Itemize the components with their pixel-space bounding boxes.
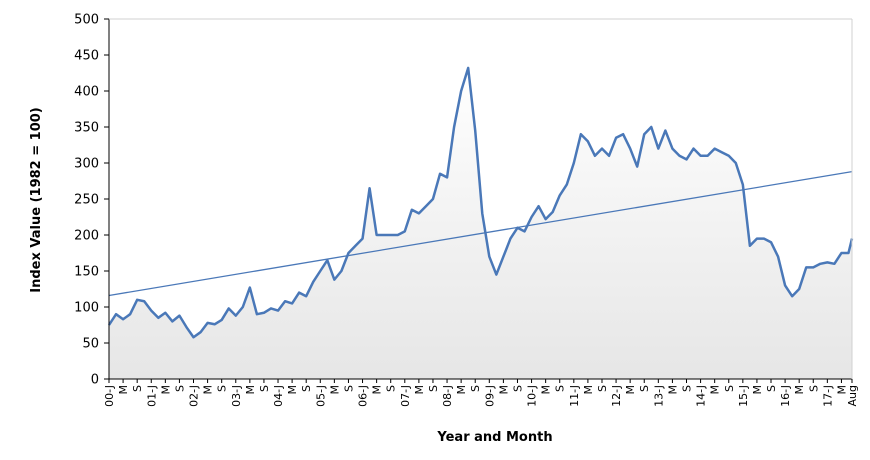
x-tick-label: Aug <box>846 385 859 406</box>
x-tick-label: 03-J <box>230 385 243 407</box>
y-tick-label: 200 <box>74 229 99 244</box>
x-tick-label: 09-J <box>483 385 496 407</box>
x-axis-title: Year and Month <box>436 430 552 445</box>
x-tick-label: S <box>680 385 693 392</box>
x-tick-label: 04-J <box>272 385 285 407</box>
x-tick-label: 08-J <box>441 385 454 407</box>
x-tick-label: S <box>511 385 524 392</box>
x-tick-label: S <box>342 385 355 392</box>
x-tick-label: S <box>300 385 313 392</box>
x-tick-label: 12-J <box>610 385 623 407</box>
y-tick-label: 350 <box>74 121 99 136</box>
x-tick-label: M <box>751 385 764 395</box>
y-tick-label: 250 <box>74 193 99 208</box>
x-tick-label: S <box>216 385 229 392</box>
area-fill <box>109 67 852 380</box>
x-tick-label: 17-J <box>821 385 834 407</box>
y-axis-ticks: 0 50 100 150 200 250 300 350 400 450 500 <box>74 13 109 388</box>
x-tick-label: S <box>469 385 482 392</box>
x-tick-label: M <box>709 385 722 395</box>
x-tick-label: M <box>117 385 130 395</box>
y-tick-label: 400 <box>74 85 99 100</box>
x-tick-label: M <box>666 385 679 395</box>
x-tick-label: M <box>793 385 806 395</box>
y-tick-label: 100 <box>74 301 99 316</box>
x-tick-label: 07-J <box>399 385 412 407</box>
x-tick-label: M <box>244 385 257 395</box>
x-tick-label: S <box>638 385 651 392</box>
x-tick-label: 05-J <box>314 385 327 407</box>
x-tick-label: 14-J <box>695 385 708 407</box>
x-tick-label: S <box>427 385 440 392</box>
y-tick-label: 500 <box>74 13 99 28</box>
y-tick-label: 150 <box>74 265 99 280</box>
x-tick-label: 10-J <box>526 385 539 407</box>
x-tick-label: 01-J <box>145 385 158 407</box>
x-tick-label: M <box>540 385 553 395</box>
x-tick-label: M <box>624 385 637 395</box>
x-tick-label: S <box>807 385 820 392</box>
x-tick-label: S <box>385 385 398 392</box>
x-tick-label: 02-J <box>188 385 201 407</box>
x-tick-label: S <box>554 385 567 392</box>
x-tick-label: M <box>159 385 172 395</box>
x-tick-label: 13-J <box>652 385 665 407</box>
x-tick-label: M <box>413 385 426 395</box>
x-tick-label: 15-J <box>737 385 750 407</box>
x-tick-label: M <box>328 385 341 395</box>
x-tick-label: M <box>835 385 848 395</box>
x-tick-label: S <box>131 385 144 392</box>
y-tick-label: 50 <box>82 337 99 352</box>
x-tick-label: M <box>455 385 468 395</box>
y-tick-label: 300 <box>74 157 99 172</box>
x-tick-label: 06-J <box>357 385 370 407</box>
y-tick-label: 0 <box>91 373 99 388</box>
x-tick-label: S <box>596 385 609 392</box>
x-tick-label: 00-J <box>103 385 116 407</box>
y-axis-title: Index Value (1982 = 100) <box>29 107 44 292</box>
x-tick-label: S <box>723 385 736 392</box>
x-tick-label: M <box>371 385 384 395</box>
x-tick-label: 16-J <box>779 385 792 407</box>
x-tick-label: S <box>173 385 186 392</box>
x-tick-label: S <box>765 385 778 392</box>
x-tick-label: M <box>286 385 299 395</box>
trend-line <box>108 170 853 297</box>
x-tick-label: M <box>497 385 510 395</box>
x-axis-ticks: 00-J M S 01-J M S 02-J M S 03-J M S 04-J M S 05-J M S 06-J… <box>103 379 859 407</box>
plot-area <box>107 18 854 380</box>
x-tick-label: S <box>258 385 271 392</box>
y-tick-label: 450 <box>74 49 99 64</box>
series-line-index <box>107 66 854 339</box>
x-tick-label: M <box>202 385 215 395</box>
x-tick-label: M <box>582 385 595 395</box>
x-tick-label: 11-J <box>568 385 581 407</box>
